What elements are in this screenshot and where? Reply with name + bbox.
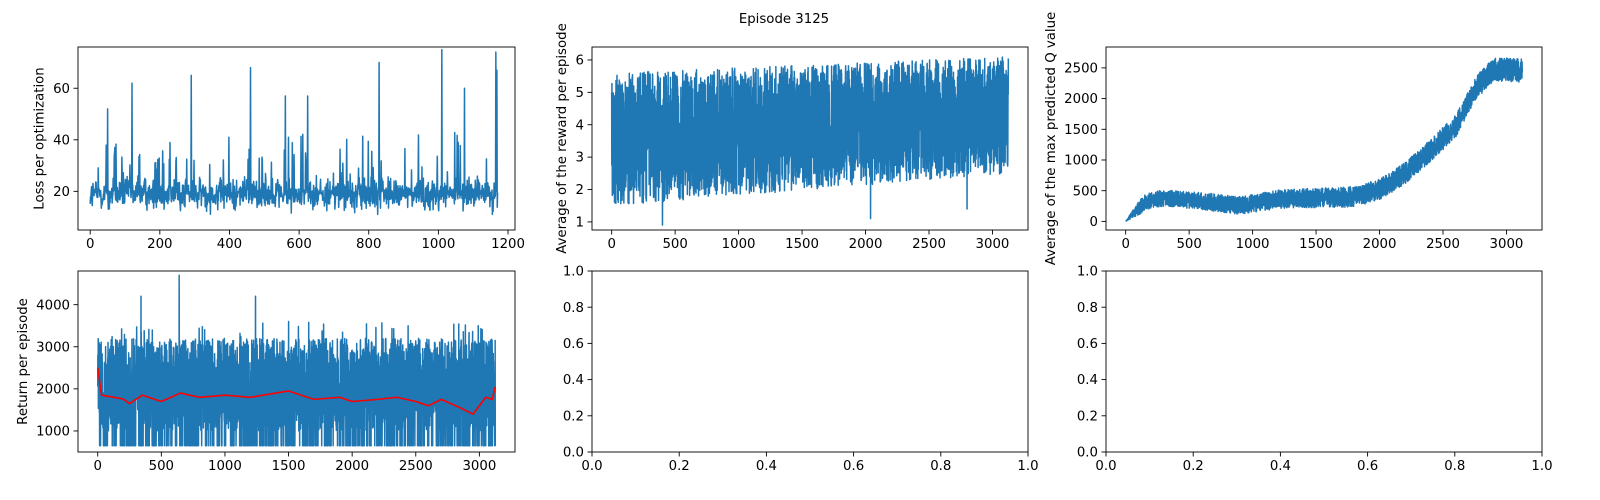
y-tick-label: 0.0 (1077, 446, 1098, 461)
y-tick-label: 0 (1090, 215, 1098, 230)
y-tick-label: 1000 (1064, 154, 1098, 169)
x-tick-label: 0.6 (843, 459, 864, 474)
x-tick-label: 1.0 (1017, 459, 1038, 474)
y-tick-label: 0.2 (563, 409, 584, 424)
y-tick-label: 500 (1073, 184, 1098, 199)
y-tick-label: 1 (576, 216, 584, 231)
x-tick-label: 1000 (1236, 237, 1270, 252)
x-tick-label: 3000 (976, 237, 1010, 252)
x-tick-label: 1500 (1299, 237, 1333, 252)
y-tick-label: 6 (576, 54, 584, 69)
y-tick-label: 2 (576, 183, 584, 198)
x-tick-label: 2500 (399, 459, 433, 474)
y-axis-label: Average of the reward per episode (555, 23, 570, 254)
x-tick-label: 0 (86, 237, 94, 252)
y-tick-label: 0.8 (1077, 301, 1098, 316)
y-axis-label: Return per episode (16, 298, 31, 425)
x-tick-label: 2500 (1426, 237, 1460, 252)
axes-frame (1105, 46, 1543, 231)
x-tick-label: 1000 (208, 459, 242, 474)
chart-empty_2: 0.0 0.2 0.4 0.6 0.8 1.0 0.0 0.2 0.4 0.6 0.8 1.0 (1077, 265, 1553, 474)
x-tick-label: 0.8 (1444, 459, 1465, 474)
y-tick-label: 3000 (36, 340, 70, 355)
x-tick-label: 1000 (722, 237, 756, 252)
x-tick-label: 1000 (421, 237, 455, 252)
y-tick-label: 1.0 (563, 265, 584, 280)
y-tick-label: 1000 (36, 425, 70, 440)
x-tick-label: 2000 (1363, 237, 1397, 252)
x-tick-label: 0.0 (1095, 459, 1116, 474)
figure-title: Episode 3125 (739, 12, 829, 27)
y-tick-label: 2000 (36, 382, 70, 397)
y-tick-label: 3 (576, 151, 584, 166)
x-tick-label: 2500 (912, 237, 946, 252)
y-tick-label: 1500 (1064, 123, 1098, 138)
x-tick-label: 0.4 (756, 459, 777, 474)
chart-reward: 0 500 1000 1500 2000 2500 3000 1 2 3 4 5 6 Average of… (555, 23, 1029, 254)
x-tick-label: 500 (662, 237, 687, 252)
x-tick-label: 400 (217, 237, 242, 252)
x-tick-label: 2000 (335, 459, 369, 474)
chart-q_value: 0 500 1000 1500 2000 2500 3000 0 500 1000 1500 2000… (1044, 12, 1543, 265)
x-tick-label: 500 (149, 459, 174, 474)
x-tick-label: 1500 (785, 237, 819, 252)
axes-frame (591, 270, 1029, 453)
y-tick-label: 0.4 (563, 373, 584, 388)
y-tick-label: 2500 (1064, 61, 1098, 76)
y-tick-label: 60 (53, 82, 70, 97)
x-tick-label: 500 (1176, 237, 1201, 252)
axes-frame (77, 46, 516, 231)
y-tick-label: 1.0 (1077, 265, 1098, 280)
x-tick-label: 2000 (849, 237, 883, 252)
y-tick-label: 0.0 (563, 446, 584, 461)
y-tick-label: 0.4 (1077, 373, 1098, 388)
series-line-return (96, 274, 497, 447)
y-tick-label: 0.8 (563, 301, 584, 316)
series-line-running-mean (96, 367, 497, 415)
chart-empty_1: 0.0 0.2 0.4 0.6 0.8 1.0 0.0 0.2 0.4 0.6 0.8 1.0 (563, 265, 1039, 474)
axes-frame (1105, 270, 1543, 453)
axes-frame (77, 270, 516, 453)
x-tick-label: 0.4 (1270, 459, 1291, 474)
x-tick-label: 1.0 (1531, 459, 1552, 474)
y-axis-label: Average of the max predicted Q value (1044, 12, 1059, 265)
y-axis-label: Loss per optimization (33, 67, 48, 209)
y-tick-label: 0.6 (1077, 337, 1098, 352)
y-tick-label: 40 (53, 133, 70, 148)
x-tick-label: 3000 (462, 459, 496, 474)
y-tick-label: 2000 (1064, 92, 1098, 107)
x-tick-label: 3000 (1490, 237, 1524, 252)
chart-loss: 0 200 400 600 800 1000 1200 20 40 60 Loss per opti… (33, 46, 525, 252)
x-tick-label: 0 (1121, 237, 1129, 252)
y-tick-label: 0.2 (1077, 409, 1098, 424)
y-tick-label: 4000 (36, 298, 70, 313)
series-line-reward (610, 56, 1010, 226)
y-tick-label: 0.6 (563, 337, 584, 352)
y-tick-label: 4 (576, 118, 584, 133)
y-tick-label: 20 (53, 185, 70, 200)
chart-return: 0 500 1000 1500 2000 2500 3000 1000 2000 3000 4000… (16, 270, 516, 474)
x-tick-label: 800 (356, 237, 381, 252)
x-tick-label: 0 (93, 459, 101, 474)
series-line-q_value (1125, 57, 1524, 223)
x-tick-label: 1500 (272, 459, 306, 474)
x-tick-label: 600 (286, 237, 311, 252)
x-tick-label: 0.2 (1183, 459, 1204, 474)
axes-frame (591, 46, 1029, 231)
y-tick-label: 5 (576, 86, 584, 101)
x-tick-label: 200 (147, 237, 172, 252)
x-tick-label: 0 (607, 237, 615, 252)
series-line-loss (89, 48, 499, 216)
x-tick-label: 0.0 (581, 459, 602, 474)
x-tick-label: 0.8 (930, 459, 951, 474)
x-tick-label: 0.6 (1357, 459, 1378, 474)
x-tick-label: 0.2 (669, 459, 690, 474)
x-tick-label: 1200 (491, 237, 525, 252)
